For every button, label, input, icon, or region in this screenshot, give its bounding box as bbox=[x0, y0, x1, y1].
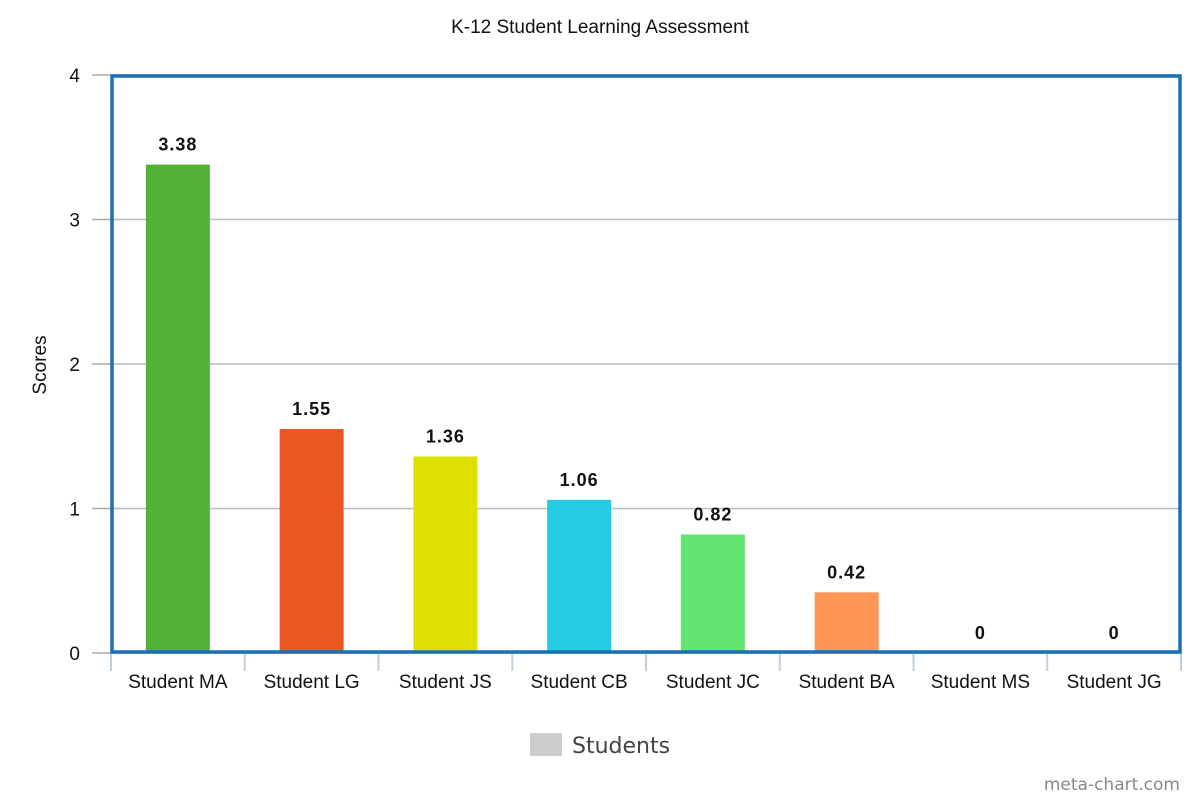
chart-title: K-12 Student Learning Assessment bbox=[451, 17, 750, 38]
y-tick-label: 3 bbox=[69, 211, 80, 232]
data-label: 1.06 bbox=[560, 470, 599, 490]
data-label: 0 bbox=[975, 623, 986, 643]
x-tick-label: Student CB bbox=[531, 672, 628, 693]
y-tick-label: 0 bbox=[69, 644, 80, 665]
x-tick-label: Student JS bbox=[399, 672, 492, 693]
data-label: 0.82 bbox=[693, 505, 732, 525]
x-tick-label: Student MA bbox=[128, 672, 228, 693]
y-tick-label: 1 bbox=[69, 500, 80, 521]
bar[interactable] bbox=[814, 592, 879, 653]
data-label: 0 bbox=[1109, 623, 1120, 643]
y-tick-label: 2 bbox=[69, 355, 80, 376]
x-tick-label: Student BA bbox=[799, 672, 895, 693]
x-tick-label: Student MS bbox=[931, 672, 1030, 693]
data-label: 1.36 bbox=[426, 426, 465, 446]
x-tick-label: Student JC bbox=[666, 672, 760, 693]
watermark: meta-chart.com bbox=[1044, 775, 1180, 795]
x-tick-label: Student JG bbox=[1067, 672, 1162, 693]
data-label: 1.55 bbox=[292, 399, 331, 419]
data-label: 0.42 bbox=[827, 562, 866, 582]
bar[interactable] bbox=[279, 429, 344, 653]
bar[interactable] bbox=[413, 456, 478, 653]
plot-frame bbox=[110, 74, 1182, 654]
y-axis-label: Scores bbox=[30, 335, 51, 394]
x-tick-label: Student LG bbox=[264, 672, 360, 693]
legend[interactable]: Students bbox=[530, 733, 670, 759]
legend-label: Students bbox=[572, 734, 670, 759]
bar[interactable] bbox=[547, 499, 612, 653]
bar[interactable] bbox=[145, 164, 210, 653]
y-tick-label: 4 bbox=[69, 66, 80, 87]
legend-swatch bbox=[530, 733, 562, 756]
bar[interactable] bbox=[680, 534, 745, 653]
data-label: 3.38 bbox=[158, 135, 197, 155]
